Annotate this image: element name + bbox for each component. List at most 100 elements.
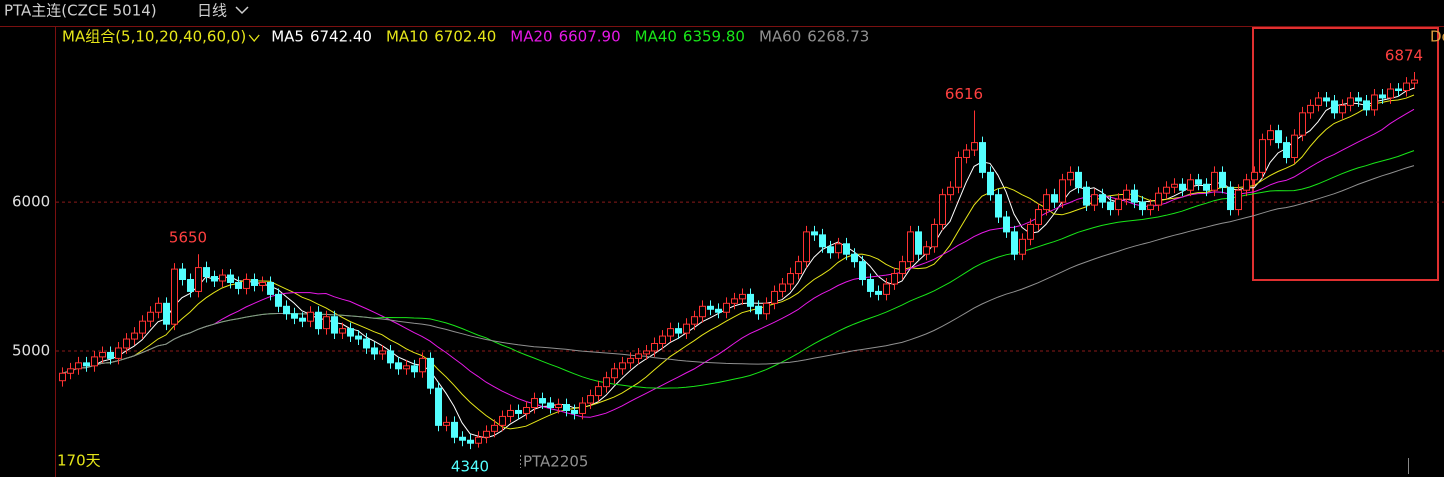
candle-body xyxy=(1035,209,1042,225)
candle-body xyxy=(1131,189,1138,203)
candle-body xyxy=(1243,179,1250,191)
period-selector[interactable]: 日线 xyxy=(197,2,227,20)
candle-body xyxy=(931,223,938,248)
candle-body xyxy=(203,267,210,278)
candle-body xyxy=(355,335,362,340)
candle-body xyxy=(555,404,562,408)
candle-body xyxy=(475,436,482,444)
candle-body xyxy=(67,368,74,374)
candle-body xyxy=(755,305,762,315)
candle-body xyxy=(763,302,770,315)
candle-body xyxy=(899,261,906,275)
candle-body xyxy=(787,273,794,285)
candle-body xyxy=(515,409,522,414)
candle-body xyxy=(1283,142,1290,158)
candle-body xyxy=(691,316,698,325)
ma-line xyxy=(61,165,1415,374)
candle-body xyxy=(1011,231,1018,255)
candle-body xyxy=(1083,186,1090,206)
candle-body xyxy=(259,281,266,286)
candle-body xyxy=(539,398,546,404)
candle-body xyxy=(507,409,514,417)
candle-body xyxy=(211,276,218,282)
candle-body xyxy=(1075,171,1082,188)
candle-body xyxy=(1067,171,1074,181)
ma-legend-value: 6702.40 xyxy=(434,28,496,46)
ma-legend-name: MA40 xyxy=(635,28,677,46)
candle-body xyxy=(1403,82,1410,92)
candle-body xyxy=(803,231,810,263)
highlight-box xyxy=(1252,27,1439,281)
candle-body xyxy=(1235,189,1242,211)
candle-body xyxy=(667,328,674,337)
candle-body xyxy=(1051,194,1058,203)
candle-body xyxy=(427,357,434,389)
candle-body xyxy=(875,290,882,295)
candle-body xyxy=(147,311,154,322)
candle-body xyxy=(131,332,138,340)
candle-body xyxy=(1315,97,1322,106)
candle-body xyxy=(1107,201,1114,211)
candle-body xyxy=(91,356,98,367)
candle-body xyxy=(363,338,370,349)
candle-body xyxy=(1363,100,1370,111)
candle-body xyxy=(1291,134,1298,158)
candle-body xyxy=(659,335,666,345)
candle-body xyxy=(827,246,834,254)
candle-body xyxy=(379,350,386,355)
corner-label: De xyxy=(1430,28,1444,46)
candle-body xyxy=(715,308,722,313)
candle-body xyxy=(75,362,82,370)
candle-body xyxy=(227,274,234,283)
candle-body xyxy=(491,424,498,432)
candle-body xyxy=(651,343,658,352)
ma-legend-name: MA5 xyxy=(271,28,304,46)
candle-body xyxy=(1267,130,1274,141)
candle-body xyxy=(731,298,738,304)
candle-body xyxy=(699,305,706,318)
candle-body xyxy=(291,313,298,319)
days-label: 170天 xyxy=(57,452,101,470)
candle-body xyxy=(779,283,786,292)
candle-body xyxy=(723,302,730,313)
candle-body xyxy=(1371,94,1378,111)
candle-body xyxy=(171,268,178,325)
candle-body xyxy=(275,293,282,307)
ma-line xyxy=(61,108,1415,418)
candle-body xyxy=(675,328,682,334)
candle-body xyxy=(1251,171,1258,181)
candle-body xyxy=(1387,88,1394,99)
candle-body xyxy=(195,267,202,292)
ma-line xyxy=(61,94,1415,430)
candle-body xyxy=(267,281,274,295)
candle-body xyxy=(443,421,450,426)
candle-body xyxy=(411,365,418,373)
candle-body xyxy=(1019,238,1026,255)
candle-body xyxy=(547,402,554,408)
period-chevron[interactable] xyxy=(235,6,249,15)
candle-body xyxy=(371,347,378,355)
candle-body xyxy=(1043,194,1050,211)
candle-body xyxy=(499,415,506,426)
candle-body xyxy=(107,351,114,359)
candle-body xyxy=(187,279,194,292)
ma-legend-name: MA20 xyxy=(510,28,552,46)
candle-body xyxy=(1227,186,1234,211)
candle-body xyxy=(531,398,538,408)
ma-legend-name: MA60 xyxy=(759,28,801,46)
candle-body xyxy=(1331,100,1338,114)
candle-body xyxy=(483,430,490,438)
candle-body xyxy=(867,279,874,292)
candle-body xyxy=(995,194,1002,218)
candle-body xyxy=(251,279,258,286)
candle-body xyxy=(1395,88,1402,92)
candle-body xyxy=(907,231,914,263)
ma-legend-value: 6607.90 xyxy=(559,28,621,46)
candle-body xyxy=(115,347,122,359)
candle-body xyxy=(955,156,962,188)
candle-body xyxy=(987,171,994,196)
candle-body xyxy=(339,328,346,334)
candle-body xyxy=(1379,94,1386,99)
candle-body xyxy=(891,273,898,285)
candle-body xyxy=(707,305,714,310)
